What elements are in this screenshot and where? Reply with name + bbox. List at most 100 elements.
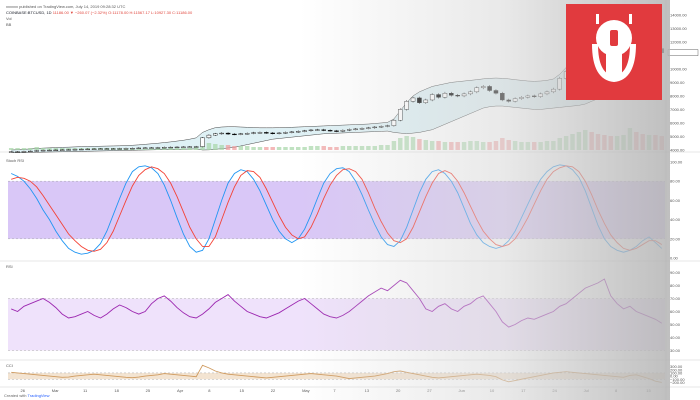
bb-label: BB	[6, 22, 12, 27]
stoch-rsi-tick-label: 40.00	[670, 217, 681, 222]
price-tick-label: 12000.00	[670, 39, 687, 44]
price-tick-label: 14000.00	[670, 12, 687, 17]
volume-bar	[627, 128, 633, 150]
candle-body	[244, 133, 250, 135]
last-price-box	[667, 49, 699, 56]
footer: Created with TradingView	[4, 393, 50, 398]
volume-bar	[8, 148, 14, 150]
candle-body	[347, 129, 352, 131]
volume-bar	[506, 140, 511, 150]
volume-bar	[461, 142, 467, 150]
candle-body	[91, 148, 97, 150]
volume-bar	[321, 146, 326, 150]
candle-body	[308, 129, 314, 131]
volume-bar	[219, 145, 224, 150]
volume-bar	[570, 134, 575, 150]
candle-body	[59, 149, 65, 151]
candle-body	[276, 132, 282, 134]
candle-body	[264, 132, 269, 134]
candle-body	[28, 150, 33, 153]
candle-body	[219, 132, 224, 135]
published-line: xxxxxx published on TradingView.com, Jul…	[6, 4, 126, 9]
candle-body	[436, 94, 441, 98]
x-tick-label: 22	[271, 388, 276, 393]
candle-body	[480, 86, 486, 88]
volume-bar	[257, 147, 263, 150]
volume-bar	[315, 146, 320, 150]
candle-body	[423, 99, 429, 103]
price-tick-label: 6000.00	[670, 120, 685, 125]
x-tick-label: 20	[396, 388, 401, 393]
candle-body	[385, 125, 390, 127]
volume-bar	[181, 148, 186, 150]
candle-body	[72, 149, 78, 151]
volume-bar	[59, 148, 65, 150]
volume-bar	[372, 146, 378, 150]
volume-bar	[525, 142, 531, 150]
volume-bar	[308, 146, 314, 150]
candle-body	[111, 148, 116, 150]
volume-bar	[206, 143, 212, 150]
volume-bar	[289, 147, 295, 150]
volume-bar	[244, 146, 250, 150]
volume-bar	[34, 147, 39, 150]
price-tick-label: 10000.00	[670, 66, 687, 71]
volume-bar	[334, 147, 339, 150]
volume-bar	[449, 142, 454, 150]
candle-body	[340, 130, 346, 132]
volume-bar	[659, 136, 665, 150]
candle-body	[130, 148, 135, 150]
x-tick-label: Jun	[459, 388, 465, 393]
volume-bar	[168, 148, 173, 150]
bitcoin-logo-icon	[592, 14, 636, 82]
candle-body	[295, 131, 301, 133]
x-tick-label: 25	[146, 388, 151, 393]
volume-bar	[295, 147, 301, 150]
candle-body	[8, 151, 14, 153]
volume-bar	[563, 136, 569, 150]
rsi-tick-label: 30.00	[670, 348, 681, 353]
volume-bar	[576, 132, 582, 150]
volume-bar	[640, 134, 645, 150]
candle-body	[104, 148, 110, 150]
volume-bar	[327, 147, 333, 150]
candle-body	[461, 93, 467, 97]
volume-bar	[340, 146, 346, 150]
ohlc-values: 11186.00 ▼ −260.07 (−2.32%) O:11178.00 H…	[52, 10, 193, 15]
candle-body	[251, 132, 256, 134]
volume-bar	[404, 136, 409, 150]
volume-bar	[538, 142, 543, 150]
volume-bar	[28, 148, 33, 150]
candle-body	[315, 129, 320, 131]
cci-tick-label: 100.00	[670, 370, 683, 375]
volume-bar	[544, 141, 550, 150]
candle-body	[283, 132, 288, 134]
tradingview-brand: TradingView	[27, 393, 50, 398]
volume-bar	[187, 148, 193, 150]
x-tick-label: May	[302, 388, 310, 393]
candle-body	[289, 131, 295, 133]
candle-body	[302, 130, 307, 132]
candle-body	[321, 129, 326, 131]
volume-bar	[512, 141, 518, 150]
candle-body	[238, 133, 244, 135]
candle-body	[538, 93, 543, 97]
volume-bar	[468, 141, 473, 150]
volume-bar	[149, 148, 154, 150]
candle-body	[155, 147, 161, 149]
volume-bar	[238, 146, 244, 150]
candle-body	[66, 149, 71, 151]
candle-body	[474, 87, 480, 93]
created-with-label: Created with	[4, 393, 27, 398]
volume-bar	[353, 146, 358, 150]
candle-body	[544, 91, 550, 95]
volume-bar	[608, 136, 614, 150]
rsi-tick-label: 50.00	[670, 322, 681, 327]
volume-bar	[347, 146, 352, 150]
stoch-rsi-band	[8, 181, 665, 239]
volume-bar	[15, 148, 20, 150]
volume-bar	[442, 142, 448, 150]
volume-bar	[53, 148, 59, 150]
candle-body	[442, 92, 448, 98]
candle-body	[525, 95, 531, 98]
